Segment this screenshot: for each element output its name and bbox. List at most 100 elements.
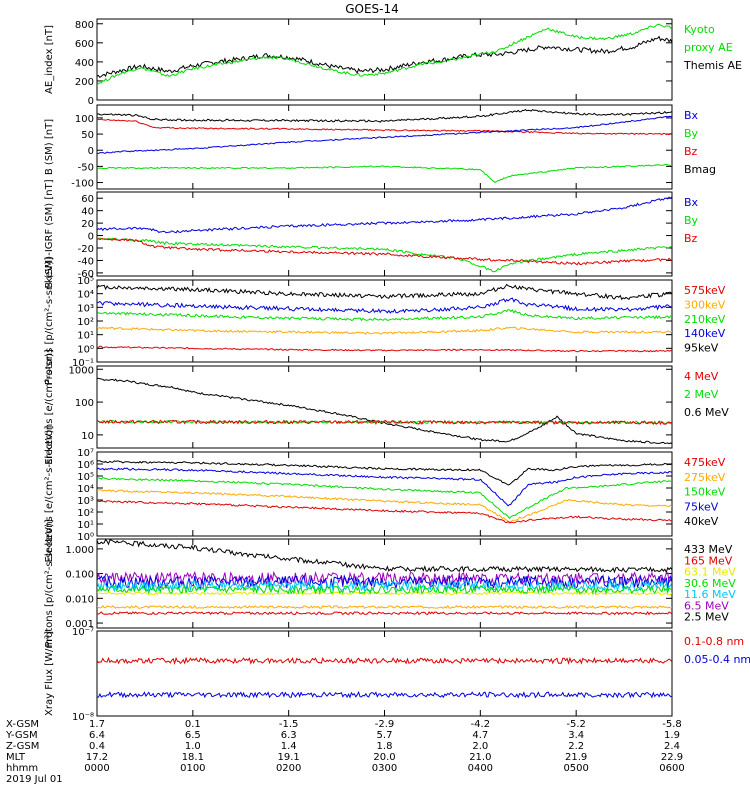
series-line-bx	[97, 115, 672, 155]
legend-entry: proxy AE	[684, 41, 733, 54]
x-axis-value: 0200	[276, 763, 301, 774]
series-line-by	[97, 237, 672, 273]
series-line-95kev	[97, 345, 672, 353]
panel-frame	[96, 365, 673, 449]
legend-entry: 63.1 MeV	[684, 566, 736, 579]
panel-6: 0.001 0.010 0.100 1.000 Protons [p/(cm²-s-sr…	[44, 519, 736, 647]
legend-entry: Kyoto	[684, 23, 715, 36]
x-axis-value: -4.2	[471, 719, 491, 730]
panel-0: 0 200 400 600 800 AE_index [nT] Kyoto proxy AE T…	[44, 18, 742, 107]
legend-entry: 4 MeV	[684, 370, 719, 383]
y-tick-label: 0.001	[65, 619, 94, 630]
legend-entry: Bmag	[684, 163, 716, 176]
legend-entry: 150keV	[684, 486, 726, 499]
series-line-210kev	[97, 309, 672, 322]
y-tick-label: 10	[81, 431, 94, 442]
panel-frame	[96, 191, 673, 277]
legend-entry: 95keV	[684, 342, 719, 355]
series-line-bz	[97, 237, 672, 266]
legend-entry: By	[684, 214, 699, 227]
x-axis-value: 5.7	[377, 730, 393, 741]
legend-entry: 433 MeV	[684, 543, 733, 556]
plot-title: GOES-14	[345, 2, 399, 16]
y-axis-label: B (SM)-IGRF (SM) [nT]	[44, 179, 55, 288]
panel-frame	[96, 451, 673, 537]
legend-entry: Bx	[684, 196, 699, 209]
x-axis-value: 0.1	[185, 719, 201, 730]
y-tick-label: 10⁴	[77, 290, 94, 301]
x-axis-row-label: Z-GSM	[6, 741, 39, 752]
series-line-by	[97, 163, 672, 184]
y-tick-label: 10³	[77, 496, 94, 507]
y-tick-label: 400	[75, 58, 94, 69]
y-tick-label: 100	[75, 114, 94, 125]
legend-entry: Bx	[684, 109, 699, 122]
x-axis-value: 3.4	[568, 730, 584, 741]
x-axis-value: 20.0	[373, 752, 395, 763]
panel-7: 10⁻⁸ 10⁻⁷ Xray Flux [W/m²] 0.1-0.8 nm 0.05-0…	[44, 627, 750, 723]
y-axis-label: Xray Flux [W/m²]	[44, 631, 55, 716]
x-axis-value: 1.9	[664, 730, 680, 741]
x-axis-row-label: X-GSM	[6, 719, 39, 730]
panel-1: -100 -50 0 50 100 B (SM) [nT] Bx By Bz Bmag	[44, 104, 716, 190]
series-line-0.6-mev	[97, 377, 672, 445]
y-tick-label: 10⁻⁷	[72, 627, 94, 638]
series-line-11.6-mev	[97, 591, 672, 596]
y-tick-label: -40	[78, 256, 94, 267]
x-axis-value: 1.7	[89, 719, 105, 730]
series-line-6.5-mev	[97, 584, 672, 595]
x-axis-row-label: 2019 Jul 01	[6, 774, 63, 785]
y-tick-label: 20	[81, 219, 94, 230]
x-axis-row-label: MLT	[6, 752, 26, 763]
y-tick-label: -20	[78, 244, 94, 255]
x-axis-value: 19.1	[278, 752, 300, 763]
y-tick-label: 600	[75, 39, 94, 50]
y-tick-label: 10⁵	[77, 472, 94, 483]
legend-entry: 2 MeV	[684, 388, 719, 401]
legend-entry: 475keV	[684, 456, 726, 469]
x-axis-value: -5.8	[662, 719, 682, 730]
y-tick-label: 100	[75, 398, 94, 409]
legend-entry: 300keV	[684, 298, 726, 311]
y-tick-label: 10⁻¹	[72, 358, 94, 369]
y-tick-label: -60	[78, 269, 94, 280]
x-axis-value: 2.4	[664, 741, 680, 752]
x-axis-value: 2.2	[568, 741, 584, 752]
series-line-150kev	[97, 477, 672, 520]
panel-frame	[96, 104, 673, 190]
x-axis-value: 22.9	[661, 752, 683, 763]
x-axis-value: 0600	[659, 763, 684, 774]
y-tick-label: 0	[88, 96, 94, 107]
legend-entry: Bz	[684, 232, 698, 245]
y-tick-label: 10⁶	[77, 460, 94, 471]
x-axis-value: 6.3	[281, 730, 297, 741]
legend-entry: 6.5 MeV	[684, 599, 729, 612]
x-axis-value: 2.0	[472, 741, 488, 752]
y-tick-label: 10⁰	[77, 532, 94, 543]
x-axis-value: 0300	[372, 763, 397, 774]
series-line-kyoto-proxy-ae	[97, 23, 672, 86]
y-tick-label: 800	[75, 20, 94, 31]
x-axis-value: 21.0	[469, 752, 491, 763]
x-axis-row-label: Y-GSM	[5, 730, 38, 741]
series-line-75kev	[97, 467, 672, 507]
series-line-40kev	[97, 460, 672, 486]
series-line-63.1-mev	[97, 574, 672, 591]
legend-entry: 2.5 MeV	[684, 611, 729, 624]
y-tick-label: -100	[71, 179, 94, 190]
series-line-275kev	[97, 489, 672, 523]
x-axis-value: 17.2	[86, 752, 108, 763]
y-tick-label: 60	[81, 194, 94, 205]
series-line-575kev	[97, 283, 672, 301]
y-tick-label: 1.000	[65, 545, 94, 556]
y-tick-label: 10³	[77, 303, 94, 314]
legend-entry: 0.6 MeV	[684, 406, 729, 419]
legend-entry: 0.1-0.8 nm	[684, 635, 744, 648]
series-line-0.05-0.4-nm	[97, 690, 672, 699]
series-line-bmag	[97, 108, 672, 123]
x-axis-value: 1.4	[281, 741, 297, 752]
y-tick-label: 40	[81, 207, 94, 218]
legend-entry: 275keV	[684, 471, 726, 484]
